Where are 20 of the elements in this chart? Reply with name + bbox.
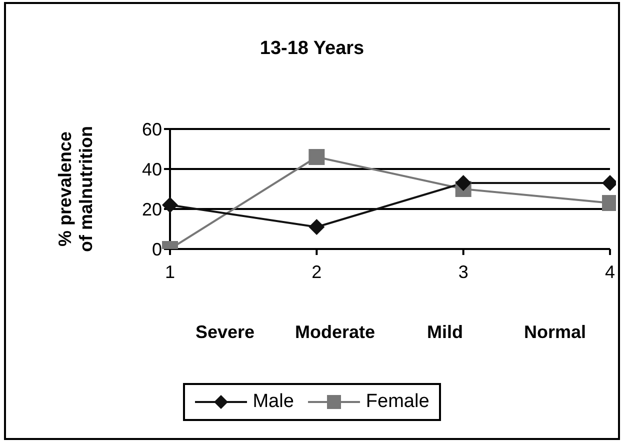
point (162, 197, 178, 213)
y-tick-label: 20 (142, 199, 162, 220)
legend-label: Female (366, 391, 430, 413)
x-tick-label: 4 (604, 262, 616, 282)
text: Mild (426, 322, 464, 343)
point (308, 149, 325, 165)
text: Moderate (294, 322, 376, 343)
x-tick-label: 2 (312, 262, 322, 282)
chart-title: 13-18 Years (258, 38, 366, 60)
x-tick-label: 3 (458, 262, 468, 282)
y-axis-title: % prevalence of malnutrition (55, 126, 97, 252)
text: Severe (194, 322, 256, 343)
point (455, 175, 472, 191)
point (308, 219, 325, 235)
y-tick-label: 60 (142, 119, 162, 140)
y-tick-label: 0 (152, 239, 162, 260)
y-tick-label: 40 (142, 159, 162, 180)
legend-label: Male (252, 391, 294, 413)
x-tick-label: 1 (164, 262, 176, 282)
text: Normal (522, 322, 587, 343)
